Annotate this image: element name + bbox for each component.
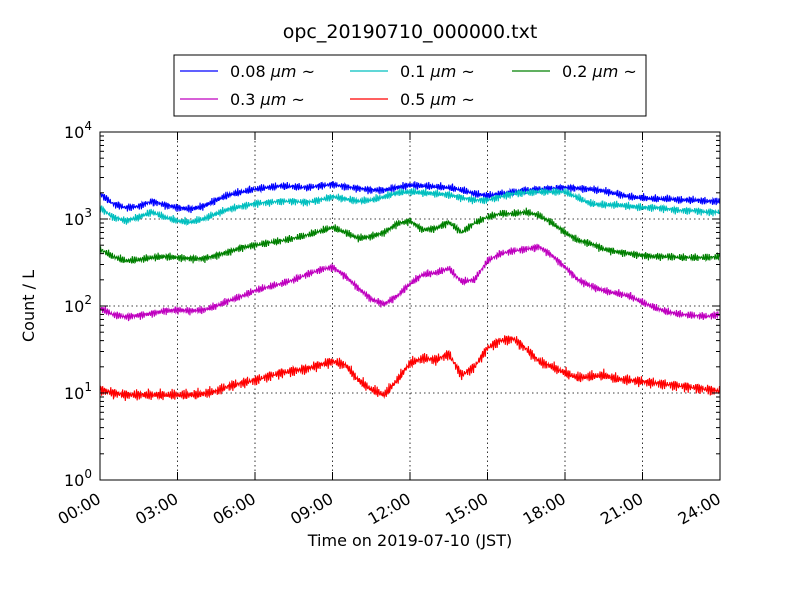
y-tick-label: 103 [64, 206, 92, 229]
legend-label-0: 0.08 μm ~ [230, 62, 315, 81]
y-tick-label: 100 [64, 467, 92, 490]
series-line-3 [99, 243, 721, 322]
y-tick-label: 102 [64, 293, 92, 316]
series-line-4 [99, 335, 721, 402]
series-line-0 [99, 180, 721, 214]
legend-box [173, 54, 647, 117]
chart-title: opc_20190710_000000.txt [283, 21, 538, 43]
legend-label-1: 0.1 μm ~ [400, 62, 475, 81]
legend-label-2: 0.2 μm ~ [562, 62, 637, 81]
y-tick-labels: 100 101 102 103 104 [64, 119, 92, 490]
y-tick-label: 104 [64, 119, 92, 142]
legend-label-4: 0.5 μm ~ [400, 90, 475, 109]
series-line-1 [99, 187, 721, 227]
legend-label-3: 0.3 μm ~ [230, 90, 305, 109]
tick-layer [99, 131, 721, 481]
legend: 0.08 μm ~ 0.1 μm ~ 0.2 μm ~ 0.3 μm ~ 0.5 μm … [173, 54, 647, 117]
series-line-2 [99, 207, 721, 265]
legend-items: 0.08 μm ~ 0.1 μm ~ 0.2 μm ~ 0.3 μm ~ 0.5 μm … [180, 62, 637, 109]
y-axis-label: Count / L [19, 270, 38, 342]
x-axis-label: Time on 2019-07-10 (JST) [307, 531, 512, 550]
series-layer [99, 180, 721, 402]
y-tick-label: 101 [64, 380, 92, 403]
